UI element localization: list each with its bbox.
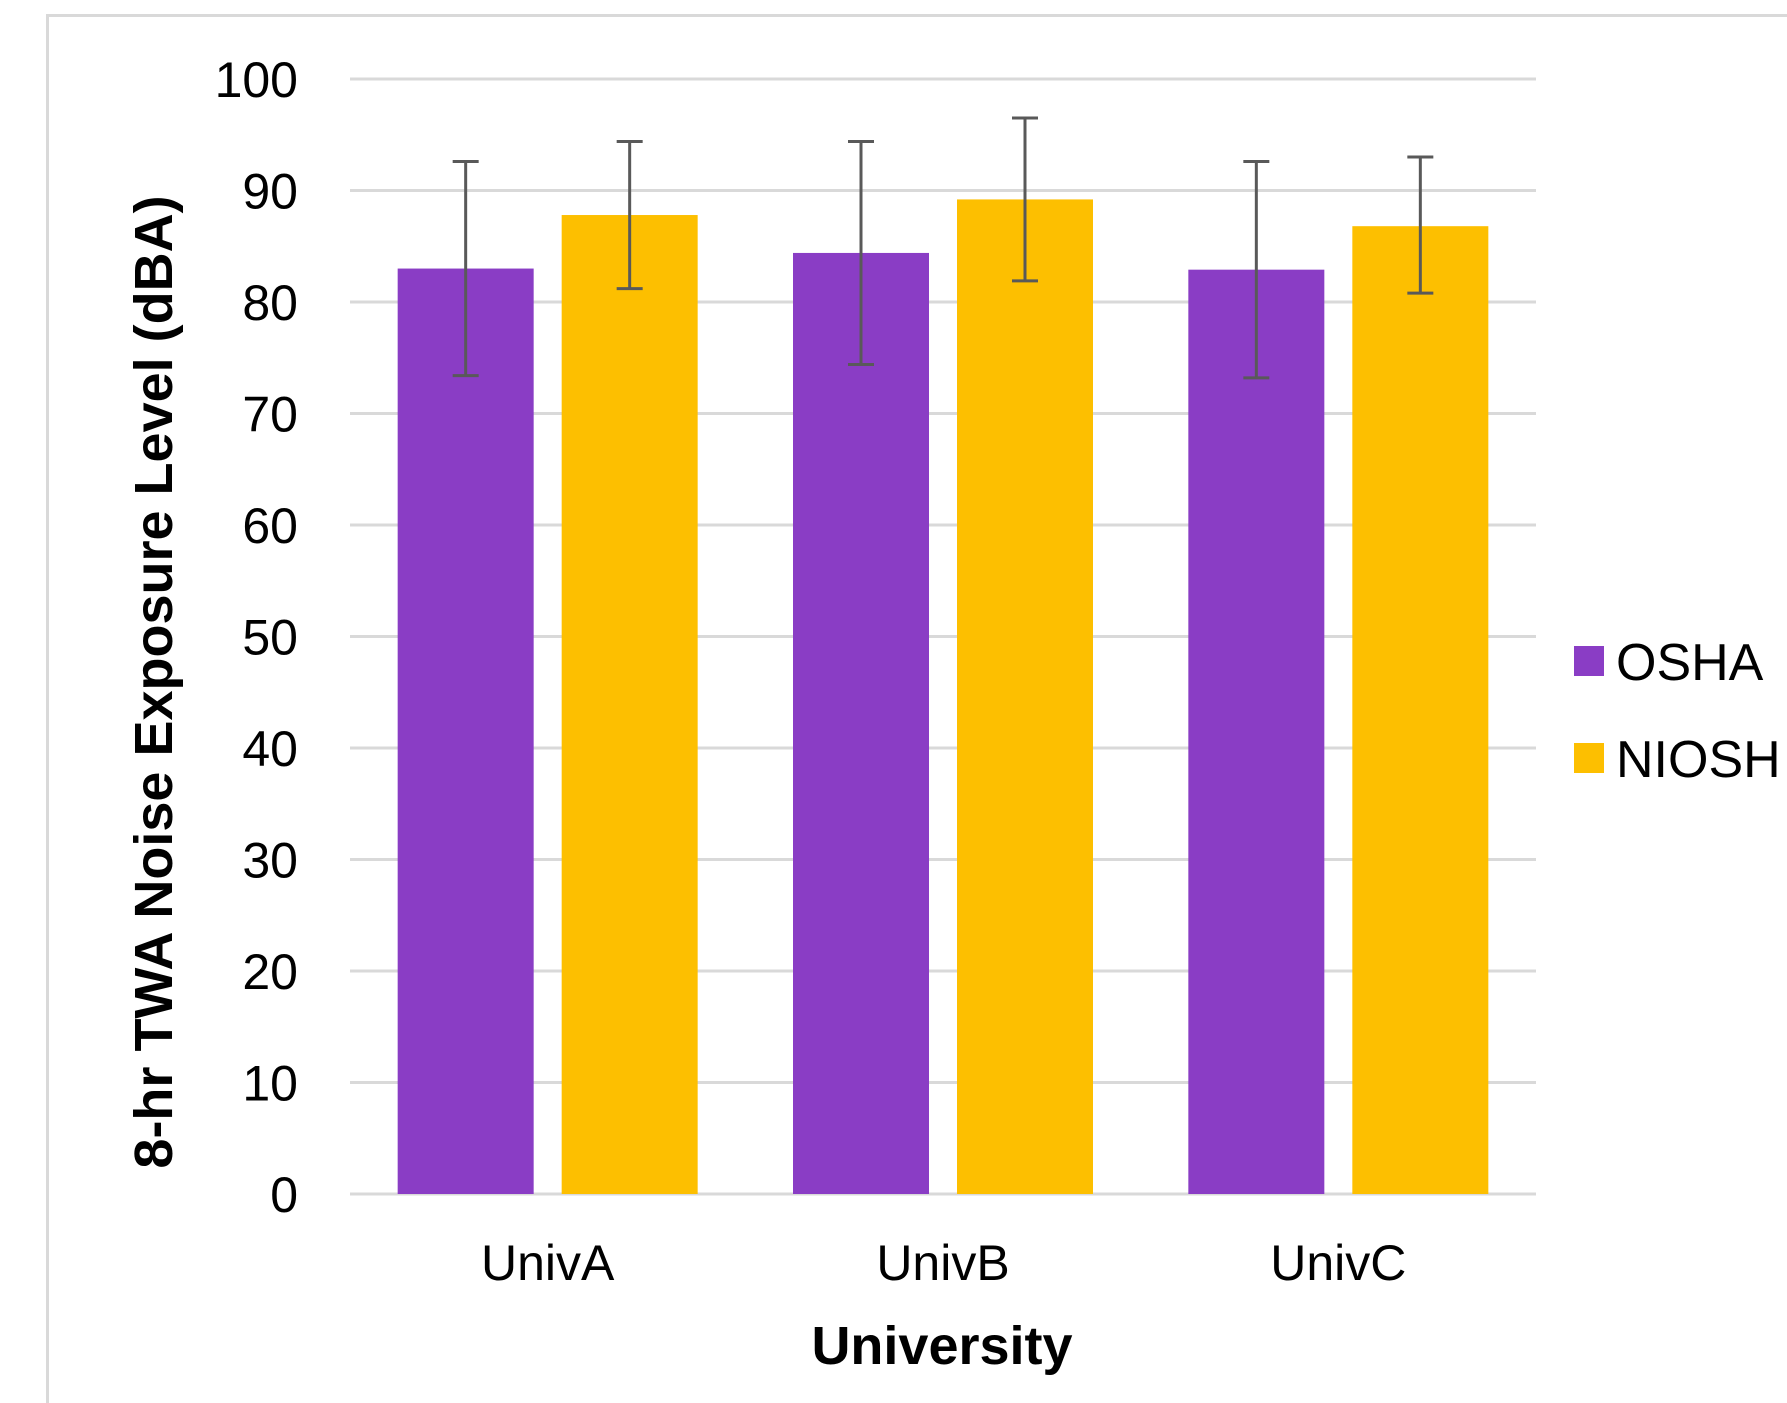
y-tick-label: 80 [242, 275, 298, 331]
y-tick-label: 40 [242, 721, 298, 777]
bar-niosh-univa [561, 215, 698, 1194]
x-axis-ticks: UnivA UnivB UnivC [481, 1235, 1406, 1291]
legend-swatch-osha [1574, 646, 1604, 676]
y-tick-label: 30 [242, 833, 298, 889]
y-tick-label: 20 [242, 944, 298, 1000]
y-tick-label: 0 [270, 1167, 298, 1223]
y-tick-label: 90 [242, 164, 298, 220]
bar-osha-univc [1188, 269, 1325, 1194]
x-tick-label: UnivC [1270, 1235, 1406, 1291]
y-axis-title: 8-hr TWA Noise Exposure Level (dBA) [124, 195, 184, 1168]
error-bars [452, 116, 1434, 380]
y-tick-label: 60 [242, 498, 298, 554]
legend-label-niosh: NIOSH [1616, 731, 1781, 789]
legend: OSHA NIOSH [1574, 634, 1781, 789]
bar-niosh-univc [1352, 226, 1489, 1194]
bars [397, 199, 1489, 1195]
y-axis-ticks: 0 10 20 30 40 50 60 70 80 90 100 [215, 52, 298, 1223]
bar-osha-univb [793, 252, 929, 1194]
x-tick-label: UnivA [481, 1235, 615, 1291]
legend-swatch-niosh [1574, 743, 1604, 773]
x-axis-title: University [811, 1316, 1072, 1376]
bar-osha-univa [397, 268, 534, 1194]
bar-niosh-univb [957, 199, 1093, 1195]
x-tick-label: UnivB [876, 1235, 1009, 1291]
y-tick-label: 70 [242, 387, 298, 443]
y-tick-label: 10 [242, 1056, 298, 1112]
gridlines [350, 77, 1536, 1196]
y-tick-label: 50 [242, 610, 298, 666]
y-tick-label: 100 [215, 52, 298, 108]
legend-label-osha: OSHA [1616, 634, 1764, 692]
